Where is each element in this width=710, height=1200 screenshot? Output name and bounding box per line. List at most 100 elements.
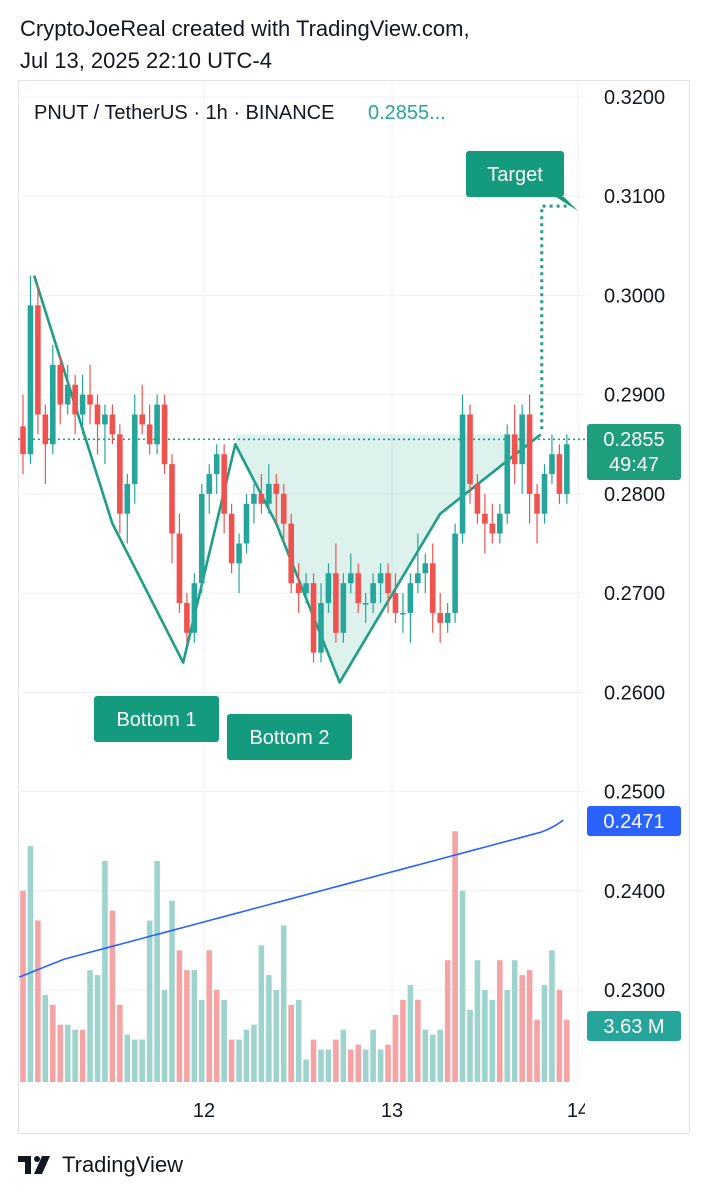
volume-bar [146,920,153,1082]
candle-body [176,533,183,604]
volume-bar [511,960,518,1082]
volume-bar [318,1049,324,1082]
candle-body [243,503,250,544]
candle-body [87,394,93,405]
time-axis-mask [585,1098,689,1128]
time-tick-label: 14 [567,1100,589,1122]
candle-body [340,583,347,633]
candle-body [295,583,302,594]
volume-bar [370,1029,376,1082]
candle-body [526,414,533,494]
candle-body [556,454,563,494]
candle-body [206,474,213,494]
volume-bar [504,989,511,1082]
volume-bar [176,950,183,1082]
volume-bar [27,846,34,1082]
candle-body [452,533,458,613]
double-bottom-pattern [18,204,585,684]
volume-bar [549,950,555,1082]
header-line-2: Jul 13, 2025 22:10 UTC-4 [20,48,272,73]
volume-bar [429,1034,436,1082]
candle-body [400,612,406,615]
candle-body [161,404,168,465]
candle-body [407,583,414,613]
bottom-2-label-box [227,714,352,760]
volume-bar [251,1024,257,1082]
bottom-2-label: Bottom 2 [249,727,329,749]
candle-body [154,404,160,445]
price-tick-label: 0.3000 [604,285,665,307]
volume-bar [355,1044,362,1082]
candle-body [422,563,429,574]
volume-bar [482,989,488,1082]
candle-body [437,612,443,623]
candle-body [385,573,391,594]
volume-bar [258,945,265,1082]
volume-bar [199,999,205,1082]
volume-bar [50,1004,56,1082]
price-tick-label: 0.2400 [604,881,665,903]
volume-bar [154,860,160,1082]
candle-body [139,414,145,425]
volume-bar [35,920,41,1082]
last-price-countdown: 49:47 [609,454,659,476]
volume-bar [64,1024,71,1082]
bottom-1-label: Bottom 1 [116,709,196,731]
volume-bar [437,1029,443,1082]
price-tick-label: 0.2800 [604,484,665,506]
volume-bar [564,1019,570,1082]
candle-body [35,305,41,415]
volume-bar [191,970,198,1082]
candle-body [534,493,540,514]
candle-body [504,434,511,514]
volume-bar [288,1004,294,1082]
volume-bar [497,960,503,1082]
volume-bar [474,960,481,1082]
volume-bar [556,989,563,1082]
pattern-line [32,275,542,684]
volume-bars [20,831,570,1082]
volume-bar [333,1039,339,1082]
volume-bar [325,1049,332,1082]
volume-bar [422,1029,429,1082]
candle-body [355,573,362,604]
candle-body [117,434,123,514]
volume-bar [467,1009,473,1082]
candle-body [169,464,175,534]
price-tick-label: 0.3100 [604,186,665,208]
volume-bar [169,900,175,1082]
axis-badges: 0.2855 49:47 0.2471 3.63 M [587,424,681,1041]
candle-body [146,424,153,445]
candle-body [333,573,339,633]
price-tick-label: 0.2500 [604,782,665,804]
moving-average [18,819,564,978]
price-tick-label: 0.2300 [604,980,665,1002]
target-label: Target [487,164,543,186]
volume-bar [444,960,451,1082]
volume-bar [117,1004,123,1082]
footer-brand-text: TradingView [62,1152,184,1177]
candle-body [489,523,496,534]
candle-body [459,414,466,534]
volume-bar [400,999,406,1082]
time-tick-label: 12 [193,1100,215,1122]
ma-line [18,819,564,978]
volume-badge [587,1011,681,1041]
volume-bar [72,1029,78,1082]
candle-body [541,474,548,514]
target-label-pointer [556,197,578,211]
chart-legend: PNUT / TetherUS · 1h · BINANCE 0.2855... [34,102,446,124]
tradingview-logo-icon [18,1156,50,1174]
volume-bar [273,989,280,1082]
volume-bar [228,1039,235,1082]
volume-bar [407,985,414,1082]
candle-body [124,483,131,514]
volume-bar [213,989,220,1082]
candle-body [109,414,116,435]
volume-bar [79,1029,86,1082]
candle-body [467,414,473,484]
volume-bar [541,985,548,1082]
candlesticks [20,275,570,663]
ma-badge-value: 0.2471 [603,811,664,833]
